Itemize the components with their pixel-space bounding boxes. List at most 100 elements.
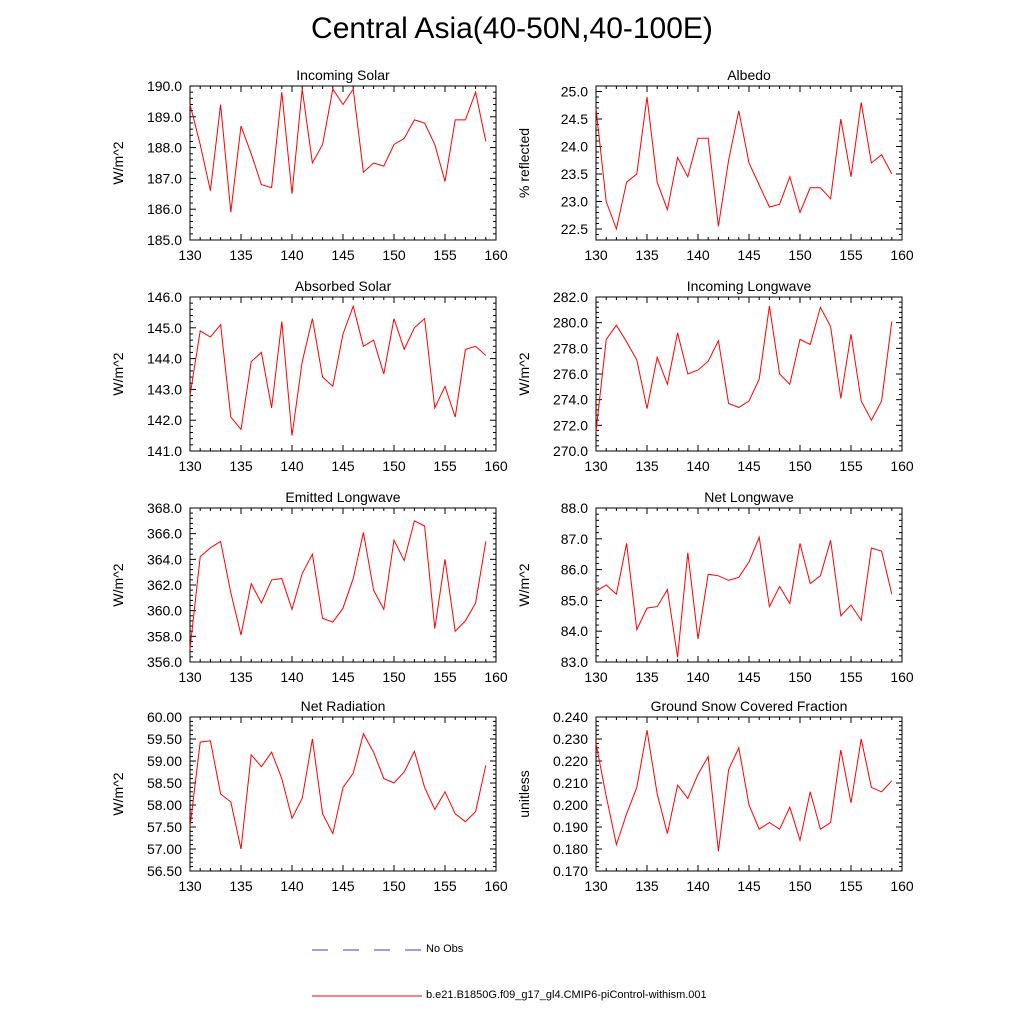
x-tick-label: 140 (686, 669, 710, 685)
chart-panel-6: Net Longwave W/m^2 130 135 140 145 150 155 160 83… (516, 489, 914, 685)
y-tick-label: 0.210 (553, 775, 588, 791)
y-axis-label: unitless (516, 770, 532, 817)
x-tick-label: 130 (178, 878, 202, 894)
x-tick-label: 160 (484, 878, 508, 894)
x-tick-label: 160 (890, 247, 914, 263)
y-tick-label: 85.0 (561, 592, 588, 608)
series-line (189, 520, 487, 650)
chart-panel-2: Albedo % reflected 130 135 140 145 150 155 160 22… (516, 67, 914, 263)
y-tick-label: 86.0 (561, 562, 588, 578)
x-tick-label: 155 (433, 247, 457, 263)
y-tick-label: 24.0 (561, 139, 588, 155)
x-tick-label: 130 (584, 878, 608, 894)
y-tick-label: 145.0 (147, 320, 182, 336)
x-tick-label: 155 (839, 878, 863, 894)
y-tick-label: 368.0 (147, 500, 182, 516)
chart-title: Incoming Solar (296, 67, 390, 83)
y-tick-label: 276.0 (553, 366, 588, 382)
x-tick-label: 145 (331, 247, 355, 263)
y-tick-label: 0.180 (553, 841, 588, 857)
chart-title: Emitted Longwave (285, 489, 400, 505)
x-tick-label: 145 (737, 247, 761, 263)
x-tick-label: 160 (890, 458, 914, 474)
series-line (189, 732, 487, 850)
y-tick-label: 366.0 (147, 526, 182, 542)
x-tick-label: 135 (229, 247, 253, 263)
y-tick-label: 364.0 (147, 551, 182, 567)
x-tick-label: 140 (280, 458, 304, 474)
x-tick-label: 160 (890, 878, 914, 894)
series-line (595, 305, 893, 432)
y-tick-label: 23.0 (561, 194, 588, 210)
chart-title: Net Longwave (704, 489, 794, 505)
y-axis-label: W/m^2 (110, 352, 126, 395)
y-tick-label: 59.00 (147, 753, 182, 769)
x-tick-label: 145 (737, 878, 761, 894)
y-tick-label: 358.0 (147, 628, 182, 644)
y-tick-label: 189.0 (147, 109, 182, 125)
x-tick-label: 150 (788, 878, 812, 894)
y-tick-label: 59.50 (147, 731, 182, 747)
x-tick-label: 145 (737, 669, 761, 685)
y-axis-label: W/m^2 (516, 563, 532, 606)
x-tick-label: 135 (229, 878, 253, 894)
y-tick-label: 272.0 (553, 417, 588, 433)
legend-obs-line (312, 949, 422, 951)
series-line (595, 730, 893, 852)
y-tick-label: 57.00 (147, 841, 182, 857)
y-tick-label: 144.0 (147, 351, 182, 367)
y-tick-label: 282.0 (553, 289, 588, 305)
plot-frame (189, 507, 497, 663)
x-tick-label: 150 (382, 247, 406, 263)
x-tick-label: 140 (280, 878, 304, 894)
x-tick-label: 130 (178, 247, 202, 263)
legend-model-label: b.e21.B1850G.f09_g17_gl4.CMIP6-piControl… (426, 989, 707, 1001)
plot-frame (595, 296, 903, 452)
y-tick-label: 185.0 (147, 232, 182, 248)
y-axis-label: W/m^2 (110, 772, 126, 815)
x-tick-label: 150 (788, 247, 812, 263)
chart-panel-5: Emitted Longwave W/m^2 130 135 140 145 150 155 1… (110, 489, 508, 685)
series-line (189, 304, 487, 436)
chart-panel-7: Net Radiation W/m^2 130 135 140 145 150 155 160 5… (110, 698, 508, 894)
y-tick-label: 0.240 (553, 709, 588, 725)
y-axis-label: W/m^2 (110, 563, 126, 606)
x-tick-label: 145 (331, 458, 355, 474)
y-tick-label: 278.0 (553, 340, 588, 356)
x-tick-label: 135 (635, 247, 659, 263)
y-tick-label: 360.0 (147, 603, 182, 619)
y-tick-label: 23.5 (561, 166, 588, 182)
y-tick-label: 188.0 (147, 140, 182, 156)
plot-frame (189, 296, 497, 452)
chart-title: Ground Snow Covered Fraction (651, 698, 848, 714)
x-tick-label: 155 (433, 458, 457, 474)
x-tick-label: 130 (584, 458, 608, 474)
x-tick-label: 140 (686, 247, 710, 263)
y-tick-label: 56.50 (147, 863, 182, 879)
series-line (595, 96, 893, 231)
x-tick-label: 140 (280, 669, 304, 685)
x-tick-label: 155 (839, 247, 863, 263)
x-tick-label: 130 (584, 247, 608, 263)
chart-panel-3: Absorbed Solar W/m^2 130 135 140 145 150 155 160… (110, 278, 508, 474)
chart-title: Albedo (727, 67, 771, 83)
y-tick-label: 22.5 (561, 221, 588, 237)
y-tick-label: 190.0 (147, 78, 182, 94)
y-tick-label: 280.0 (553, 315, 588, 331)
x-tick-label: 160 (484, 458, 508, 474)
x-tick-label: 155 (433, 878, 457, 894)
x-tick-label: 130 (178, 669, 202, 685)
x-tick-label: 150 (788, 669, 812, 685)
y-tick-label: 0.190 (553, 819, 588, 835)
y-tick-label: 362.0 (147, 577, 182, 593)
chart-panel-8: Ground Snow Covered Fraction unitless 130 1… (516, 698, 914, 894)
y-tick-label: 0.220 (553, 753, 588, 769)
y-tick-label: 58.00 (147, 797, 182, 813)
chart-title: Absorbed Solar (295, 278, 392, 294)
chart-panel-4: Incoming Longwave W/m^2 130 135 140 145 150 155… (516, 278, 914, 474)
plot-frame (595, 716, 903, 872)
y-tick-label: 58.50 (147, 775, 182, 791)
x-tick-label: 150 (382, 458, 406, 474)
x-tick-label: 160 (890, 669, 914, 685)
x-tick-label: 135 (229, 458, 253, 474)
